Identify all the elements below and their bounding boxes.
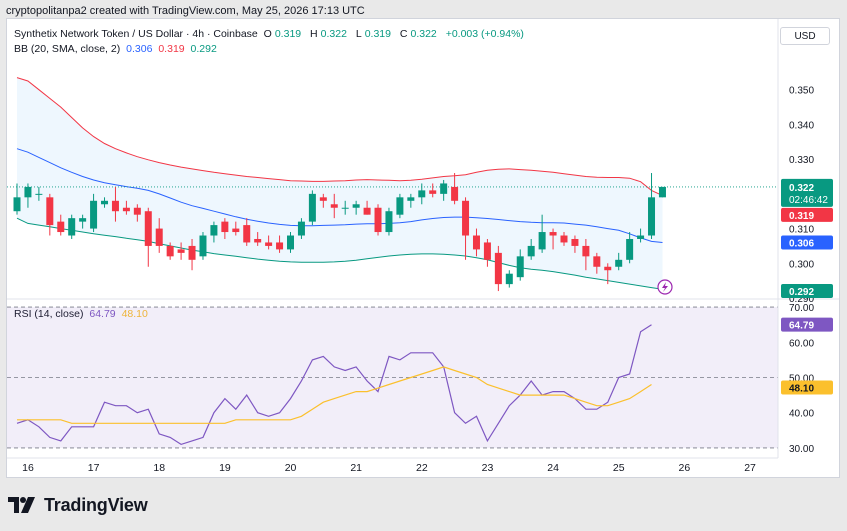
symbol-legend[interactable]: Synthetix Network Token / US Dollar · 4h…: [14, 28, 527, 40]
bb-lower-value: 0.292: [190, 43, 217, 55]
close-value: C 0.322: [399, 28, 437, 40]
chart-frame[interactable]: [6, 18, 840, 478]
bb-middle-value: 0.306: [126, 43, 153, 55]
tradingview-logo-icon: [8, 497, 35, 513]
rsi-value: 64.79: [89, 308, 116, 320]
chart-credit-line: cryptopolitanpa2 created with TradingVie…: [6, 3, 365, 19]
bb-upper-value: 0.319: [158, 43, 185, 55]
tradingview-branding[interactable]: TradingView: [8, 492, 148, 518]
currency-button[interactable]: USD: [780, 27, 830, 45]
bb-label: BB (20, SMA, close, 2): [14, 43, 121, 55]
change-value: +0.003 (+0.94%): [445, 28, 524, 40]
rsi-legend[interactable]: RSI (14, close) 64.79 48.10: [14, 308, 151, 320]
rsi-ma-value: 48.10: [121, 308, 148, 320]
chart-credit: cryptopolitanpa2 created with TradingVie…: [6, 5, 365, 17]
bb-legend[interactable]: BB (20, SMA, close, 2) 0.306 0.319 0.292: [14, 43, 220, 55]
symbol-title: Synthetix Network Token / US Dollar · 4h…: [14, 28, 258, 40]
high-value: H 0.322: [310, 28, 347, 40]
open-value: O 0.319: [263, 28, 302, 40]
rsi-label: RSI (14, close): [14, 308, 84, 320]
low-value: L 0.319: [355, 28, 391, 40]
tradingview-logo-text: TradingView: [44, 494, 148, 515]
